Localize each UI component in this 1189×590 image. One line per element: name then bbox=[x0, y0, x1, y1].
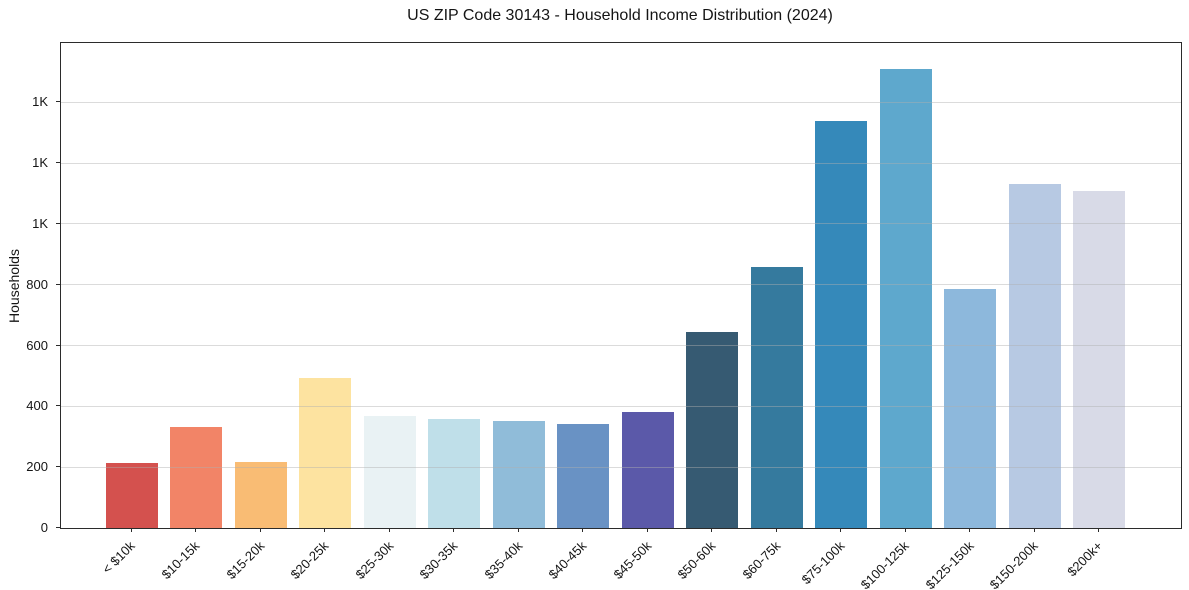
y-tick-mark bbox=[56, 466, 60, 468]
bar-150-200k bbox=[1008, 184, 1061, 528]
y-tick-label: 400 bbox=[26, 398, 48, 414]
x-tick-mark bbox=[388, 528, 390, 532]
x-tick-label: $25-30k bbox=[351, 538, 396, 583]
y-tick-label: 1K bbox=[32, 94, 48, 110]
y-tick-mark bbox=[56, 344, 60, 346]
bar-25-30k bbox=[363, 415, 416, 528]
x-tick-label: $50-60k bbox=[674, 538, 719, 583]
bar-10k bbox=[105, 462, 158, 528]
x-tick-mark bbox=[582, 528, 583, 532]
y-tick-mark bbox=[56, 162, 60, 164]
bar-45-50k bbox=[621, 412, 674, 528]
x-tick-mark bbox=[646, 528, 648, 532]
bar-50-60k bbox=[686, 331, 738, 528]
plot-area bbox=[60, 42, 1182, 529]
y-gridline bbox=[61, 162, 1181, 164]
x-tick-mark bbox=[1098, 528, 1099, 532]
bar-10-15k bbox=[170, 427, 222, 528]
y-tick-label: 1K bbox=[32, 215, 48, 231]
x-tick-label: $100-125k bbox=[857, 538, 912, 590]
y-tick-mark bbox=[56, 405, 60, 407]
x-tick-mark bbox=[324, 528, 325, 532]
x-tick-label: $125-150k bbox=[922, 538, 977, 590]
bar-40-45k bbox=[557, 423, 609, 528]
bar-200k bbox=[1073, 191, 1125, 528]
y-tick-mark bbox=[56, 101, 60, 103]
x-tick-label: $75-100k bbox=[798, 538, 848, 588]
x-tick-mark bbox=[969, 528, 970, 532]
bar-30-35k bbox=[428, 419, 480, 528]
x-tick-label: $150-200k bbox=[986, 538, 1041, 590]
y-tick-label: 800 bbox=[26, 276, 48, 292]
x-tick-label: $45-50k bbox=[609, 538, 654, 583]
chart-title: US ZIP Code 30143 - Household Income Dis… bbox=[407, 7, 833, 24]
x-tick-label: $20-25k bbox=[287, 538, 332, 583]
x-tick-mark bbox=[130, 528, 132, 532]
x-tick-label: $30-35k bbox=[416, 538, 461, 583]
x-tick-mark bbox=[711, 528, 712, 532]
bar-60-75k bbox=[750, 267, 803, 528]
y-tick-mark bbox=[56, 283, 60, 285]
y-gridline bbox=[61, 101, 1181, 103]
x-tick-label: $40-45k bbox=[545, 538, 590, 583]
x-tick-label: $200k+ bbox=[1064, 538, 1106, 580]
y-tick-mark bbox=[56, 527, 60, 528]
y-tick-label: 600 bbox=[26, 337, 48, 353]
x-tick-mark bbox=[453, 528, 454, 532]
x-tick-label: $60-75k bbox=[738, 538, 783, 583]
bar-100-125k bbox=[879, 69, 932, 528]
y-tick-label: 0 bbox=[40, 520, 48, 535]
x-tick-mark bbox=[904, 528, 906, 532]
x-tick-label: $10-15k bbox=[158, 538, 203, 583]
bar-15-20k bbox=[234, 462, 287, 528]
bar-75-100k bbox=[815, 120, 867, 528]
bar-35-40k bbox=[492, 420, 545, 528]
bar-125-150k bbox=[944, 289, 996, 528]
y-tick-mark bbox=[56, 222, 60, 224]
y-tick-label: 200 bbox=[26, 459, 48, 475]
x-tick-mark bbox=[517, 528, 519, 532]
x-tick-mark bbox=[259, 528, 261, 532]
x-tick-mark bbox=[1033, 528, 1035, 532]
x-tick-mark bbox=[775, 528, 777, 532]
bar-20-25k bbox=[299, 378, 351, 528]
x-tick-mark bbox=[840, 528, 841, 532]
x-tick-label: $15-20k bbox=[222, 538, 267, 583]
x-tick-label: $35-40k bbox=[480, 538, 525, 583]
y-tick-label: 1K bbox=[32, 155, 48, 171]
x-tick-mark bbox=[195, 528, 196, 532]
x-tick-label: < $10k bbox=[99, 538, 138, 577]
